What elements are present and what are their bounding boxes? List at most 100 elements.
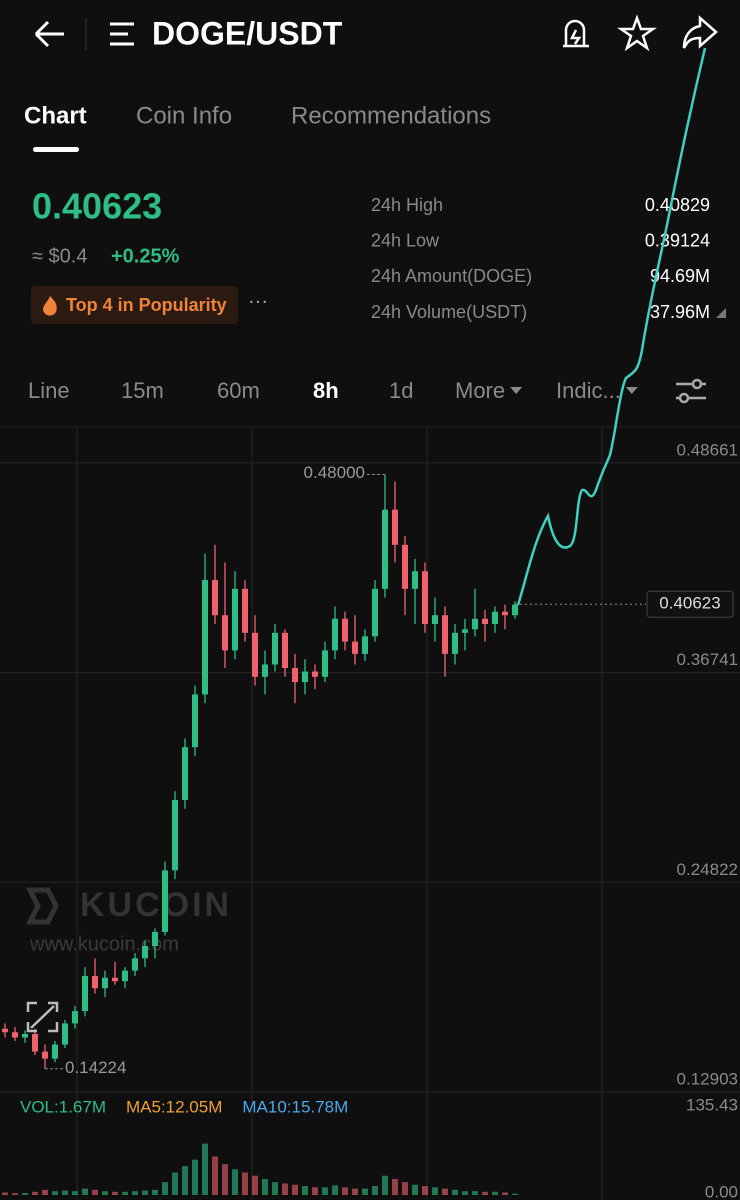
stat-label: 24h High	[371, 195, 443, 215]
candle-body	[32, 1033, 38, 1052]
candle-body	[262, 664, 268, 677]
candle-body	[142, 946, 148, 959]
low-marker-label: 0.14224	[65, 1058, 126, 1077]
volume-bar	[292, 1184, 298, 1195]
interval[interactable]: Indic...	[556, 378, 621, 403]
candle-body	[92, 975, 98, 989]
y-tick-label: 0.12903	[677, 1069, 738, 1088]
high-marker-label: 0.48000	[304, 463, 365, 482]
interval[interactable]: More	[455, 378, 505, 403]
volume-legend: MA10:15.78M	[242, 1097, 348, 1116]
volume-bar	[352, 1188, 358, 1195]
badge[interactable]	[31, 286, 238, 324]
interval[interactable]: 1d	[389, 378, 413, 403]
candle-body	[382, 509, 388, 589]
watermark-logo	[25, 887, 59, 925]
dropdown-caret	[625, 387, 638, 394]
stat-value: 0.39124	[645, 230, 710, 250]
intervals: Line 15m 60m 8h 1d More Indic...	[28, 378, 706, 404]
last-price: 0.40623	[32, 186, 162, 227]
stat-value: 94.69M	[650, 266, 710, 286]
volume-bar	[152, 1189, 158, 1195]
tab[interactable]: Recommendations	[291, 102, 491, 129]
candle-body	[312, 671, 318, 677]
volume-bar	[242, 1172, 248, 1195]
volume-bar	[332, 1185, 338, 1195]
share-icon[interactable]	[682, 15, 718, 49]
candle-body	[162, 870, 168, 932]
interval[interactable]: 8h	[313, 378, 339, 403]
volume-bar	[182, 1166, 188, 1195]
volume-bar	[392, 1178, 398, 1195]
dropdown-caret	[510, 387, 523, 394]
volume-bar	[402, 1182, 408, 1195]
volume-bar	[302, 1186, 308, 1195]
volume-bar	[212, 1156, 218, 1195]
volume-bar	[52, 1191, 58, 1195]
candle-body	[512, 604, 518, 616]
stat-label: 24h Volume(USDT)	[371, 302, 527, 322]
candle-body	[302, 671, 308, 683]
volume-legend: VOL:1.67M	[20, 1097, 106, 1116]
volume-bar	[172, 1172, 178, 1195]
volume-bar	[22, 1193, 28, 1195]
expand-icon[interactable]	[26, 1001, 59, 1033]
candle-body	[42, 1051, 48, 1059]
candle-body	[12, 1032, 18, 1038]
candle-body	[332, 618, 338, 651]
volume-bar	[142, 1190, 148, 1195]
candle-body	[182, 747, 188, 800]
interval[interactable]: Line	[28, 378, 70, 403]
volume-bar	[102, 1191, 108, 1195]
candle-body	[202, 580, 208, 695]
y-tick-label: 0.36741	[677, 650, 738, 669]
candle-body	[2, 1028, 8, 1033]
interval[interactable]: 60m	[217, 378, 260, 403]
stat-value: 0.40829	[645, 195, 710, 215]
volume-bar	[232, 1169, 238, 1195]
volume-bar	[132, 1191, 138, 1195]
volume-bar	[342, 1187, 348, 1195]
volume-chart: VOL:1.67M MA5:12.05M MA10:15.78M 135.43 0.00	[0, 1091, 740, 1200]
alert-icon[interactable]	[563, 19, 589, 48]
stat-label: 24h Low	[371, 230, 440, 250]
settings-knob	[678, 392, 690, 404]
volume-tick-label: 0.00	[705, 1182, 738, 1200]
volume-bar	[272, 1182, 278, 1195]
volume-bar	[412, 1184, 418, 1195]
volume-bar	[72, 1191, 78, 1195]
watermark-url: www.kucoin.com	[29, 933, 179, 955]
stats: 24h High 0.40829 24h Low 0.39124 24h Amount(…	[371, 195, 726, 322]
candle-body	[322, 650, 328, 677]
volume-bar	[282, 1183, 288, 1195]
tab[interactable]: Chart	[24, 102, 87, 129]
candle-body	[422, 571, 428, 625]
candle-body	[362, 636, 368, 654]
pair-title: DOGE/USDT	[152, 15, 343, 51]
volume-bar	[512, 1193, 518, 1195]
volume-bar	[472, 1191, 478, 1195]
candle-body	[452, 632, 458, 654]
candle-body	[242, 588, 248, 633]
candle-body	[492, 611, 498, 625]
menu-icon[interactable]	[110, 22, 134, 46]
tab[interactable]: Coin Info	[136, 102, 232, 129]
back-icon[interactable]	[34, 20, 64, 48]
volume-bar	[492, 1191, 498, 1195]
candle-body	[212, 580, 218, 616]
candle-body	[252, 632, 258, 677]
more-dots[interactable]: ···	[248, 290, 268, 312]
candle-body	[62, 1023, 68, 1045]
favorite-icon[interactable]	[617, 14, 657, 52]
volume-bar	[32, 1191, 38, 1195]
candle-body	[72, 1011, 78, 1024]
candle-body	[292, 668, 298, 683]
watermark: KUCOIN	[80, 886, 232, 924]
volume-bar	[462, 1191, 468, 1195]
volume-bar	[372, 1186, 378, 1195]
change: +0.25%	[111, 245, 180, 267]
candle-body	[22, 1033, 28, 1038]
candle-body	[472, 618, 478, 630]
interval[interactable]: 15m	[121, 378, 164, 403]
candle-body	[392, 509, 398, 545]
